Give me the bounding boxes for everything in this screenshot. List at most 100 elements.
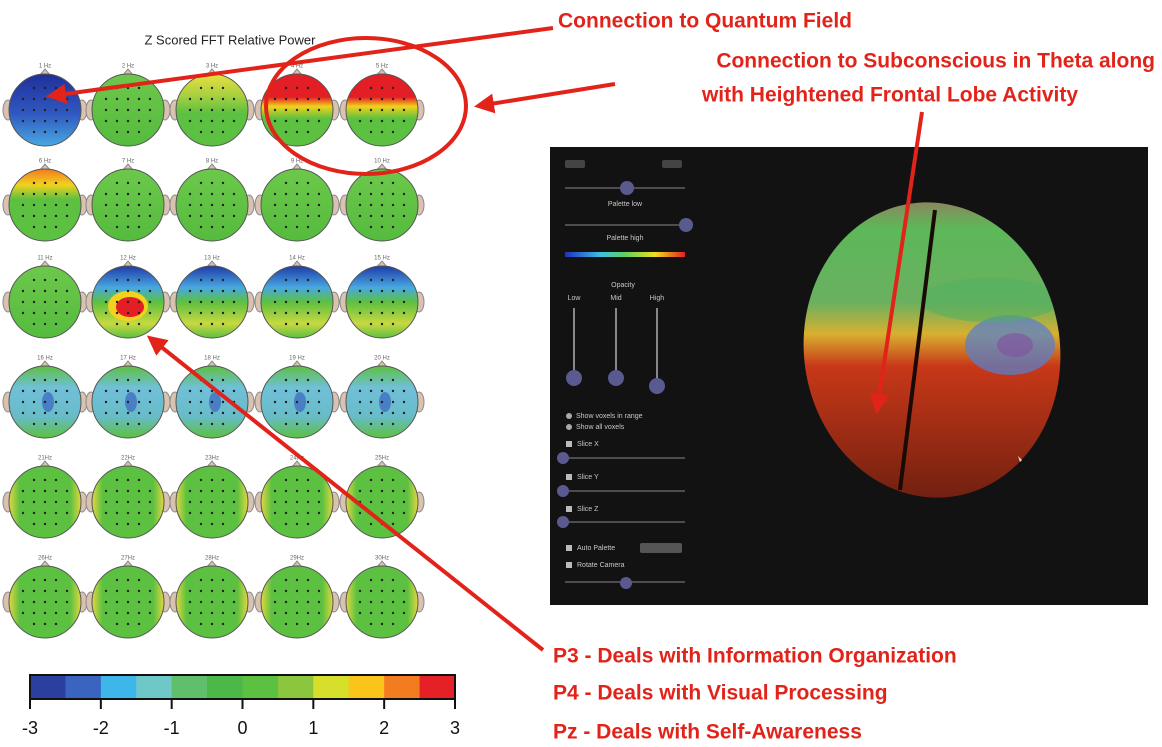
electrode [21,400,25,404]
head-map: 24Hz [254,456,340,539]
electrode [199,400,203,404]
electrode [369,225,373,229]
electrode [115,181,119,185]
electrode [137,108,141,112]
electrode [210,289,214,293]
electrode [273,611,277,615]
electrode [391,130,395,134]
electrode [126,400,130,404]
electrode [137,489,141,493]
slider-knob [649,378,665,394]
electrode [358,611,362,615]
electrode [369,108,373,112]
head-map: 22Hz [85,456,171,539]
label: Low [568,295,582,302]
electrode [402,511,406,515]
electrode [126,500,130,504]
electrode [295,130,299,134]
electrode [115,119,119,123]
electrode [391,181,395,185]
electrode [221,214,225,218]
electrode [65,192,69,196]
electrode [43,489,47,493]
electrode [126,311,130,315]
label: Rotate Camera [577,562,625,569]
electrode [126,389,130,393]
electrode [210,600,214,604]
electrode [358,411,362,415]
electrode [391,489,395,493]
head-map: 21Hz [2,456,88,539]
slider-knob [608,370,624,386]
electrode [188,511,192,515]
electrode [115,322,119,326]
electrode [358,289,362,293]
head-map-label: 7 Hz [122,159,134,165]
electrode [221,181,225,185]
colorbar-segment [171,675,208,699]
nose [122,560,134,568]
electrode [104,411,108,415]
button [640,543,682,553]
electrode [380,389,384,393]
electrode [391,108,395,112]
electrode [199,130,203,134]
nose [206,360,218,368]
electrode [115,622,119,626]
electrode [210,225,214,229]
electrode [43,378,47,382]
electrode [126,108,130,112]
electrode [295,378,299,382]
electrode [43,278,47,282]
electrode [43,225,47,229]
electrode [54,130,58,134]
electrode [137,422,141,426]
electrode [380,578,384,582]
electrode [317,589,321,593]
electrode [65,119,69,123]
electrode [148,203,152,207]
head-map-label: 3 Hz [206,64,218,70]
electrode [65,600,69,604]
electrode [210,389,214,393]
head-map-label: 8 Hz [206,159,218,165]
electrode [137,97,141,101]
electrode [199,500,203,504]
electrode [115,589,119,593]
electrode [284,578,288,582]
label: Show all voxels [576,424,625,431]
electrode [221,622,225,626]
electrode [115,225,119,229]
electrode [306,214,310,218]
head-map-label: 28Hz [205,556,219,562]
electrode [317,289,321,293]
electrode [306,289,310,293]
head-map-grid: 1 Hz 2 Hz 3 Hz 4 Hz 5 Hz 6 Hz 7 Hz 8 Hz 9 Hz 10 H… [2,64,425,639]
electrode [232,108,236,112]
electrode [199,489,203,493]
electrode [284,119,288,123]
electrode [210,86,214,90]
electrode [232,489,236,493]
head-map-label: 29Hz [290,556,304,562]
head-map-label: 4 Hz [291,64,303,70]
electrode [380,611,384,615]
electrode [137,311,141,315]
electrode [210,322,214,326]
electrode [221,500,225,504]
slider-knob [557,485,569,497]
head-map: 18 Hz [169,356,255,439]
electrode [380,411,384,415]
electrode [65,611,69,615]
electrode [32,119,36,123]
electrode [317,119,321,123]
electrode [210,500,214,504]
electrode [188,214,192,218]
electrode [126,589,130,593]
electrode [199,86,203,90]
electrode [221,389,225,393]
electrode [210,181,214,185]
electrode [284,511,288,515]
electrode [273,97,277,101]
spot [379,392,391,412]
